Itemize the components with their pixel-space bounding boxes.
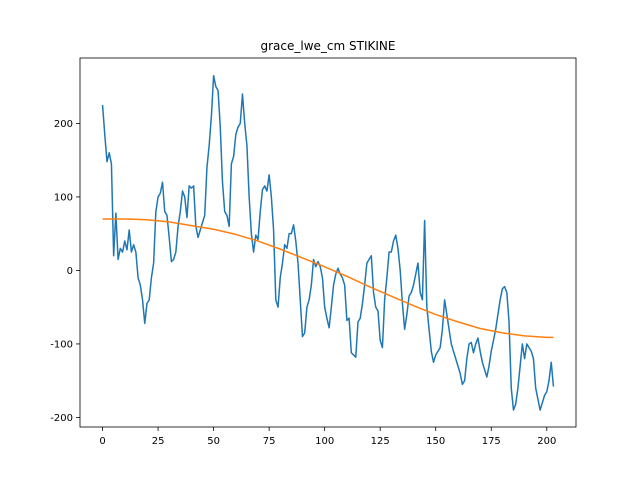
y-tick-label: 0 — [67, 266, 73, 277]
plot-frame — [79, 57, 577, 428]
y-tick-label: 100 — [54, 192, 73, 203]
y-tick-label: -100 — [50, 339, 73, 350]
x-tick-label: 200 — [537, 436, 556, 447]
x-tick-label: 150 — [426, 436, 445, 447]
y-tick-label: 200 — [54, 119, 73, 130]
x-tick-label: 25 — [152, 436, 165, 447]
x-tick-label: 0 — [99, 436, 105, 447]
line-series — [102, 218, 554, 339]
x-tick-label: 75 — [263, 436, 276, 447]
x-tick-label: 100 — [315, 436, 334, 447]
x-tick-label: 125 — [371, 436, 390, 447]
line-series — [101, 74, 555, 411]
x-tick-label: 175 — [482, 436, 501, 447]
x-tick-label: 50 — [207, 436, 220, 447]
y-tick-label: -200 — [50, 413, 73, 424]
chart-title: grace_lwe_cm STIKINE — [261, 39, 396, 53]
